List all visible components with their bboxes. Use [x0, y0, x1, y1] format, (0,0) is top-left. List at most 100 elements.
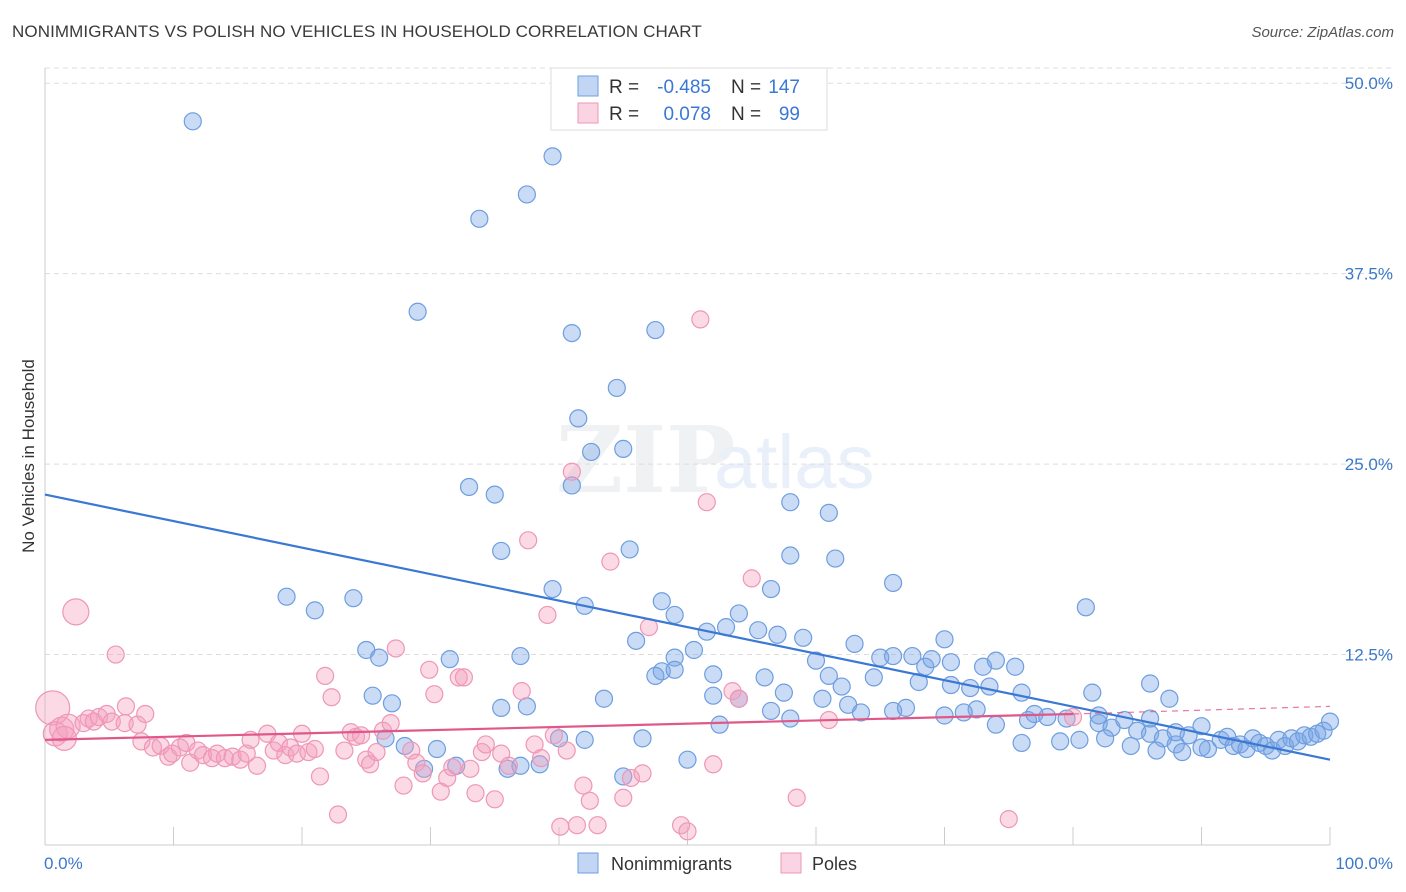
- poles-point: [633, 764, 652, 783]
- nonimmigrants-point: [826, 549, 845, 568]
- poles-point: [551, 817, 570, 836]
- poles-point: [449, 668, 468, 687]
- y-axis-title: No Vehicles in Household: [19, 359, 38, 553]
- nonimmigrants-point: [183, 112, 202, 131]
- nonimmigrants-point: [761, 579, 781, 599]
- poles-point: [443, 758, 462, 777]
- nonimmigrants-point: [1051, 732, 1070, 751]
- nonimmigrants-point: [781, 709, 800, 728]
- y-tick-label: 12.5%: [1345, 646, 1393, 665]
- nonimmigrants-point: [665, 605, 684, 625]
- nonimmigrants-point: [575, 730, 594, 749]
- nonimmigrants-point: [277, 587, 296, 606]
- poles-point: [394, 776, 413, 795]
- poles-point: [143, 738, 163, 757]
- nonimmigrants-point: [470, 209, 489, 228]
- nonimmigrants-point: [517, 697, 536, 716]
- poles-point: [580, 791, 599, 810]
- nonimmigrants-point: [864, 668, 883, 687]
- poles-point: [407, 753, 426, 772]
- stats-legend: R = -0.485 N = 147 R = 0.078 N = 99: [550, 67, 828, 131]
- nonimmigrants-point: [543, 147, 562, 166]
- nonimmigrants-point: [941, 653, 961, 672]
- nonimmigrants-point: [980, 677, 999, 696]
- source-credit: Source: ZipAtlas.com: [1251, 24, 1394, 41]
- poles-point: [367, 742, 386, 762]
- poles-point: [316, 666, 335, 685]
- poles-point: [557, 741, 576, 760]
- nonimmigrants-point: [883, 646, 903, 666]
- nonimmigrants-point: [832, 677, 851, 696]
- poles-point: [742, 569, 761, 588]
- nonimmigrants-point: [530, 755, 549, 774]
- nonimmigrants-point: [620, 540, 639, 559]
- nonimmigrants-point: [768, 625, 787, 644]
- poles-point: [691, 310, 710, 329]
- poles-point: [601, 552, 620, 571]
- poles-point: [106, 645, 125, 664]
- nonimmigrants-point: [1173, 742, 1192, 762]
- nonimmigrants-point: [485, 485, 504, 504]
- legend-n-label-1: N =: [731, 77, 761, 98]
- nonimmigrants-point: [633, 729, 652, 748]
- poles-point: [335, 741, 354, 760]
- y-tick-label: 37.5%: [1345, 265, 1393, 284]
- nonimmigrants-point: [646, 666, 665, 685]
- poles-point: [567, 816, 587, 835]
- nonimmigrants-point: [1140, 674, 1160, 693]
- nonimmigrants-point: [1192, 717, 1211, 736]
- nonimmigrants-point: [935, 706, 954, 725]
- nonimmigrants-point: [961, 678, 980, 698]
- nonimmigrants-point: [845, 634, 864, 653]
- nonimmigrants-point: [986, 651, 1006, 670]
- nonimmigrants-point: [305, 601, 324, 620]
- bottom-legend-swatch-poles: [780, 852, 802, 874]
- nonimmigrants-point: [1076, 598, 1095, 617]
- poles-point: [461, 759, 480, 778]
- nonimmigrants-point: [909, 672, 928, 692]
- watermark-zip: ZIP: [556, 406, 735, 514]
- bottom-legend-nonimmigrants: Nonimmigrants: [611, 854, 732, 874]
- nonimmigrants-point: [370, 648, 389, 667]
- legend-n-label-2: N =: [731, 104, 761, 125]
- series-poles-points: [35, 310, 1083, 841]
- poles-point: [305, 739, 324, 759]
- poles-point: [476, 735, 495, 754]
- nonimmigrants-point: [774, 683, 793, 702]
- nonimmigrants-point: [903, 646, 922, 666]
- nonimmigrants-point: [614, 439, 633, 458]
- nonimmigrants-point: [1089, 706, 1108, 725]
- poles-point: [588, 816, 607, 835]
- poles-point: [562, 462, 581, 481]
- poles-point: [729, 689, 749, 708]
- poles-point: [538, 605, 557, 625]
- nonimmigrants-point: [665, 660, 684, 679]
- nonimmigrants-point: [594, 689, 614, 708]
- nonimmigrants-point: [755, 668, 774, 687]
- chart-title: NONIMMIGRANTS VS POLISH NO VEHICLES IN H…: [12, 22, 702, 41]
- nonimmigrants-point: [941, 675, 961, 695]
- poles-point: [287, 744, 306, 763]
- poles-point: [420, 660, 439, 679]
- nonimmigrants-point: [459, 477, 479, 497]
- poles-point: [237, 744, 256, 763]
- nonimmigrants-point: [1083, 683, 1102, 702]
- series-legend: Nonimmigrants Poles: [577, 852, 857, 874]
- nonimmigrants-point: [781, 493, 800, 512]
- nonimmigrants-point: [819, 666, 838, 685]
- poles-point: [485, 790, 504, 809]
- nonimmigrants-point: [363, 686, 382, 705]
- nonimmigrants-point: [704, 686, 723, 705]
- poles-point: [512, 682, 531, 701]
- nonimmigrants-point: [749, 621, 768, 640]
- nonimmigrants-point: [794, 628, 813, 647]
- nonimmigrants-point: [543, 579, 562, 599]
- legend-r-value-2: 0.078: [663, 104, 711, 125]
- nonimmigrants-point: [344, 589, 363, 608]
- nonimmigrants-point: [1070, 730, 1089, 749]
- nonimmigrants-point: [562, 476, 581, 495]
- legend-r-value-1: -0.485: [657, 77, 711, 98]
- legend-n-value-2: 99: [779, 104, 800, 125]
- nonimmigrants-point: [986, 715, 1006, 734]
- nonimmigrants-point: [427, 739, 447, 759]
